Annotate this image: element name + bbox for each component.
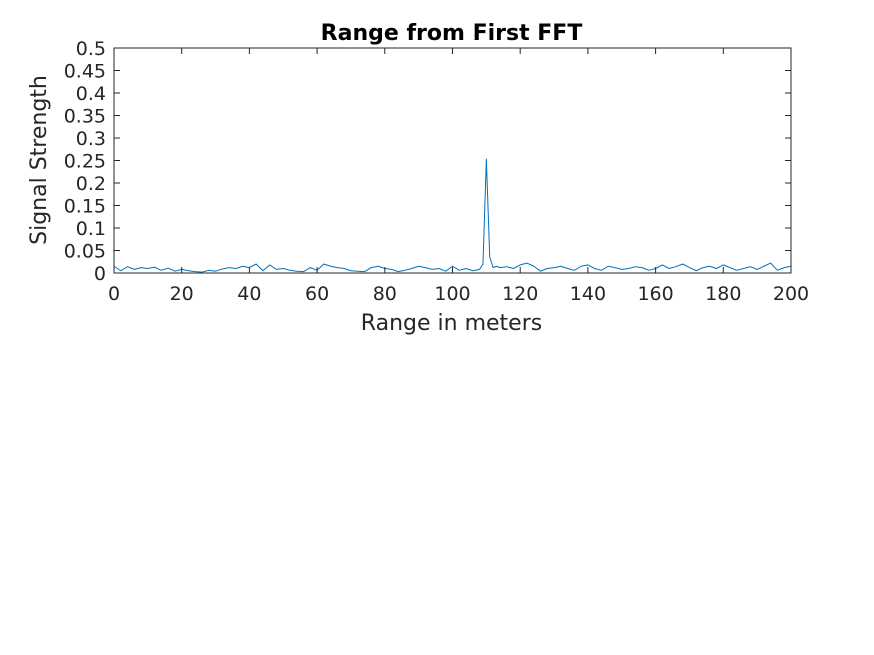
y-tick-label-8: 0.4 [76, 83, 106, 105]
y-tick-label-4: 0.2 [76, 173, 106, 195]
y-tick-label-9: 0.45 [64, 61, 106, 83]
series-line-0 [113, 158, 792, 273]
x-tick-label-6: 120 [502, 283, 538, 305]
y-tick-label-0: 0 [94, 263, 106, 285]
x-tick-label-2: 40 [237, 283, 261, 305]
x-tick-label-5: 100 [434, 283, 470, 305]
chart-title: Range from First FFT [321, 21, 583, 46]
x-tick-label-1: 20 [170, 283, 194, 305]
y-tick-label-1: 0.05 [64, 241, 106, 263]
series-layer [113, 158, 792, 273]
x-tick-label-0: 0 [108, 283, 120, 305]
x-tick-label-9: 180 [705, 283, 741, 305]
x-tick-label-7: 140 [570, 283, 606, 305]
y-tick-label-3: 0.15 [64, 196, 106, 218]
y-axis-label: Signal Strength [27, 75, 52, 245]
ticks-layer: 0 20 40 60 80 100 120 140 160 180 20000.050.10.150… [64, 38, 809, 305]
x-tick-label-4: 80 [373, 283, 397, 305]
x-tick-label-10: 200 [773, 283, 809, 305]
plot-area [114, 48, 791, 273]
x-tick-label-8: 160 [637, 283, 673, 305]
y-tick-label-2: 0.1 [76, 218, 106, 240]
y-tick-label-10: 0.5 [76, 38, 106, 60]
y-tick-label-6: 0.3 [76, 128, 106, 150]
y-tick-label-7: 0.35 [64, 106, 106, 128]
y-tick-label-5: 0.25 [64, 151, 106, 173]
x-tick-label-3: 60 [305, 283, 329, 305]
x-axis-label: Range in meters [361, 311, 542, 336]
